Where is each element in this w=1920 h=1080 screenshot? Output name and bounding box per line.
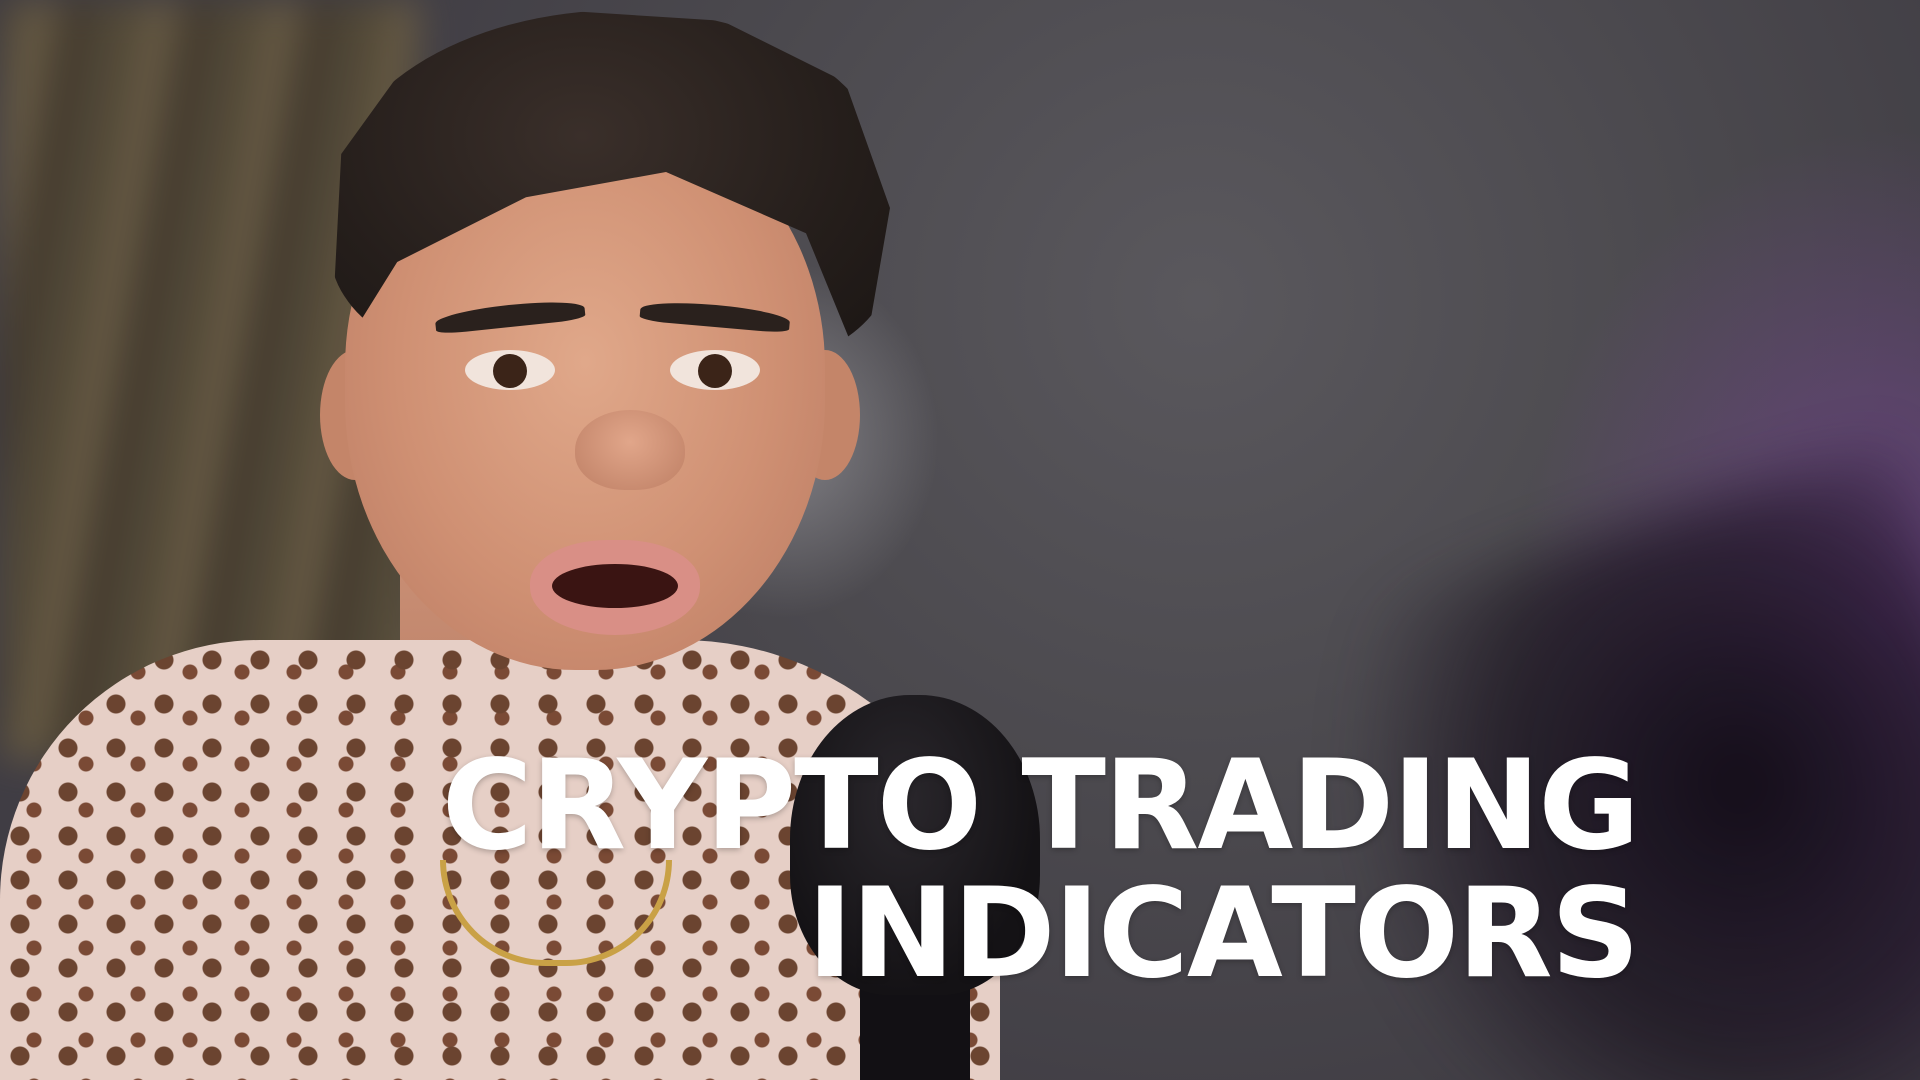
- right-eye: [670, 350, 760, 390]
- open-mouth: [530, 540, 700, 635]
- headline-line-1: CRYPTO TRADING: [441, 734, 1640, 878]
- thumbnail-headline: CRYPTO TRADING INDICATORS: [441, 734, 1640, 1006]
- headline-line-2: INDICATORS: [806, 862, 1640, 1006]
- left-eye: [465, 350, 555, 390]
- nose: [575, 410, 685, 490]
- microphone-foam-cover: [790, 695, 1040, 995]
- speaker: [0, 10, 1000, 1080]
